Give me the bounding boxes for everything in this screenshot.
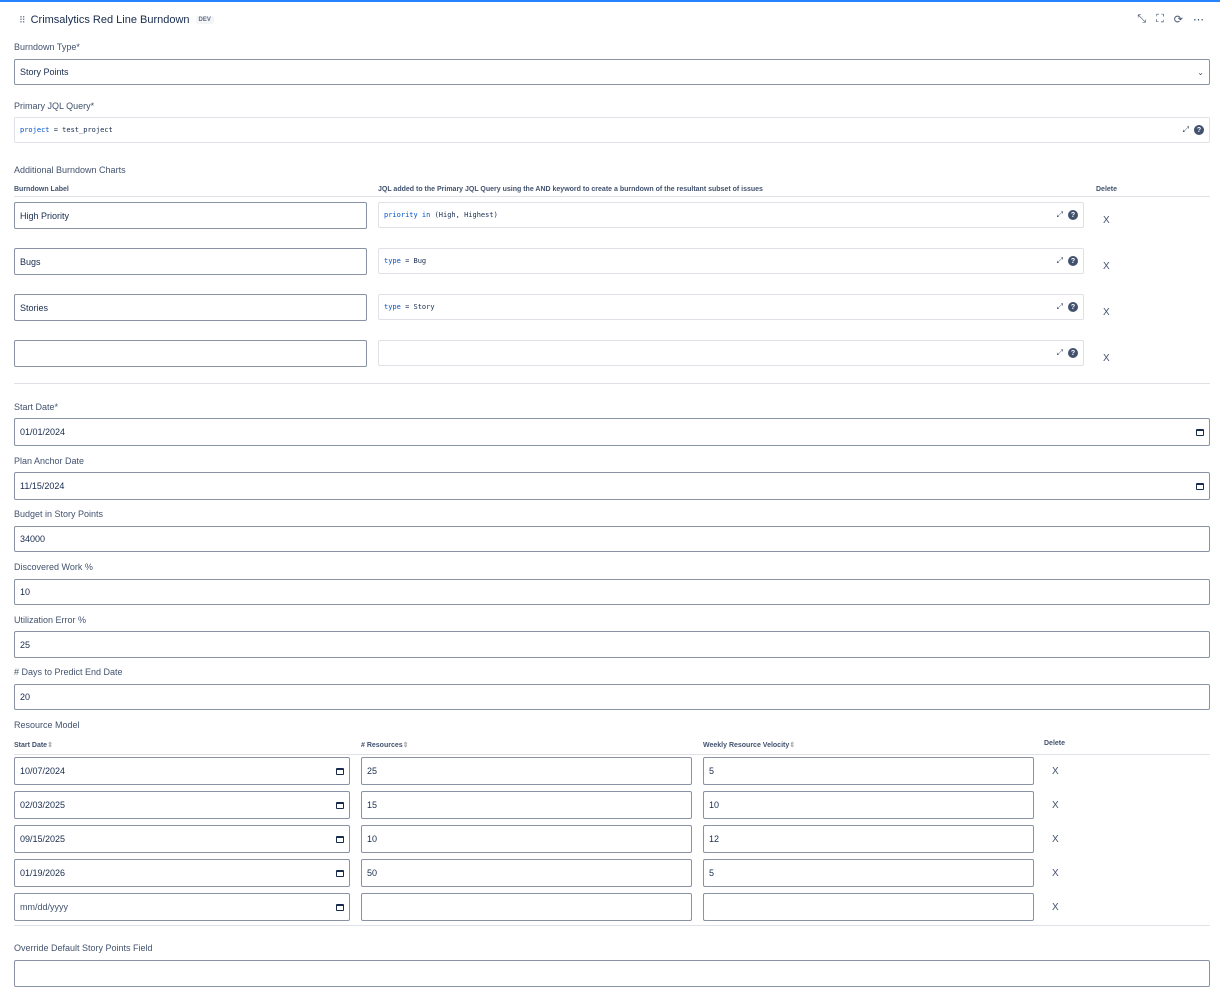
utilization-input[interactable]: 25: [14, 631, 1210, 658]
calendar-icon[interactable]: [1196, 482, 1204, 490]
plan_anchor-label: Plan Anchor Date: [14, 456, 85, 466]
override-input[interactable]: [14, 960, 1210, 987]
burndown-jql-input[interactable]: type = Bug ⤢?: [378, 248, 1084, 274]
divider: [14, 754, 1210, 755]
expand-icon[interactable]: ⤢: [1056, 256, 1063, 265]
env-badge: DEV: [195, 16, 214, 24]
velocity-input[interactable]: 12: [703, 825, 1034, 853]
col-burndown-label: Burndown Label: [14, 186, 69, 193]
divider: [14, 383, 1210, 384]
discovered-input[interactable]: 10: [14, 579, 1210, 605]
help-icon[interactable]: ?: [1194, 125, 1204, 135]
budget-input[interactable]: 34000: [14, 526, 1210, 552]
days-input[interactable]: 20: [14, 684, 1210, 710]
jql-keyword: project: [20, 126, 50, 134]
calendar-icon[interactable]: [336, 869, 344, 877]
burndown-jql-input[interactable]: priority in (High, Highest) ⤢?: [378, 202, 1084, 228]
delete-row-button[interactable]: X: [1103, 261, 1110, 272]
burndown-label-input[interactable]: High Priority: [14, 202, 367, 229]
resources-input[interactable]: 15: [361, 791, 692, 819]
calendar-icon[interactable]: [336, 835, 344, 843]
start_date-label: Start Date*: [14, 402, 59, 412]
sort-icon: ⇕: [402, 742, 409, 749]
delete-row-button[interactable]: X: [1052, 868, 1059, 879]
delete-row-button[interactable]: X: [1103, 215, 1110, 226]
velocity-input[interactable]: 5: [703, 859, 1034, 887]
days-label: # Days to Predict End Date: [14, 667, 123, 677]
calendar-icon[interactable]: [336, 801, 344, 809]
resource-start-date-input[interactable]: 02/03/2025: [14, 791, 350, 819]
divider: [14, 925, 1210, 926]
resources-input[interactable]: 25: [361, 757, 692, 785]
resource-start-date-input[interactable]: 09/15/2025: [14, 825, 350, 853]
velocity-input[interactable]: [703, 893, 1034, 921]
burndown-type-label: Burndown Type*: [14, 42, 80, 52]
jql-text: = test_project: [49, 126, 113, 134]
delete-row-button[interactable]: X: [1052, 766, 1059, 777]
delete-row-button[interactable]: X: [1103, 307, 1110, 318]
delete-row-button[interactable]: X: [1052, 834, 1059, 845]
calendar-icon[interactable]: [336, 767, 344, 775]
header-toolbar: ⤡ ⛶ ⟳ ⋯: [1137, 13, 1204, 26]
resource-start-date-input[interactable]: mm/dd/yyyy: [14, 893, 350, 921]
calendar-icon[interactable]: [1196, 428, 1204, 436]
discovered-label: Discovered Work %: [14, 562, 93, 572]
plan_anchor-input[interactable]: 11/15/2024: [14, 472, 1210, 500]
calendar-icon[interactable]: [336, 903, 344, 911]
burndown-jql-input[interactable]: type = Story ⤢?: [378, 294, 1084, 320]
chevron-down-icon: ⌄: [1197, 67, 1204, 77]
col-resources[interactable]: # Resources⇕: [361, 742, 409, 749]
override-label: Override Default Story Points Field: [14, 943, 153, 953]
velocity-input[interactable]: 5: [703, 757, 1034, 785]
help-icon[interactable]: ?: [1068, 256, 1078, 266]
panel-title: Crimsalytics Red Line Burndown: [30, 14, 190, 26]
col-delete: Delete: [1096, 186, 1118, 193]
velocity-input[interactable]: 10: [703, 791, 1034, 819]
primary-jql-label: Primary JQL Query*: [14, 101, 95, 111]
burndown-type-select[interactable]: Story Points ⌄: [14, 59, 1210, 85]
resources-input[interactable]: [361, 893, 692, 921]
budget-label: Budget in Story Points: [14, 509, 104, 519]
delete-row-button[interactable]: X: [1103, 353, 1110, 364]
drag-handle-icon[interactable]: ⠿: [19, 14, 26, 25]
burndown-jql-input[interactable]: ⤢?: [378, 340, 1084, 366]
delete-row-button[interactable]: X: [1052, 902, 1059, 913]
resources-input[interactable]: 50: [361, 859, 692, 887]
col-velocity[interactable]: Weekly Resource Velocity⇕: [703, 742, 796, 749]
sort-icon: ⇕: [47, 742, 53, 749]
refresh-icon[interactable]: ⟳: [1173, 14, 1183, 26]
resource-start-date-input[interactable]: 10/07/2024: [14, 757, 350, 785]
resource-model-label: Resource Model: [14, 720, 80, 730]
col-jql: JQL added to the Primary JQL Query using…: [378, 186, 763, 193]
burndown-type-value: Story Points: [20, 67, 69, 77]
fullscreen-icon[interactable]: ⛶: [1156, 13, 1164, 25]
col-start-date[interactable]: Start Date⇕: [14, 742, 53, 749]
help-icon[interactable]: ?: [1068, 348, 1078, 358]
burndown-label-input[interactable]: [14, 340, 367, 367]
top-accent-bar: [0, 0, 1220, 2]
minimize-icon[interactable]: ⤡: [1137, 13, 1147, 25]
divider: [14, 196, 1210, 197]
start_date-input[interactable]: 01/01/2024: [14, 418, 1210, 446]
help-icon[interactable]: ?: [1068, 302, 1078, 312]
utilization-label: Utilization Error %: [14, 615, 87, 625]
expand-icon[interactable]: ⤢: [1056, 302, 1063, 311]
panel-header: ⠿ Crimsalytics Red Line Burndown DEV: [19, 14, 214, 26]
expand-icon[interactable]: ⤢: [1056, 210, 1063, 219]
help-icon[interactable]: ?: [1068, 210, 1078, 220]
primary-jql-input[interactable]: project = test_project ⤢?: [14, 117, 1210, 143]
more-icon[interactable]: ⋯: [1193, 14, 1204, 26]
additional-charts-label: Additional Burndown Charts: [14, 165, 126, 175]
burndown-label-input[interactable]: Bugs: [14, 248, 367, 275]
sort-icon: ⇕: [789, 742, 796, 749]
burndown-label-input[interactable]: Stories: [14, 294, 367, 321]
resources-input[interactable]: 10: [361, 825, 692, 853]
expand-icon[interactable]: ⤢: [1182, 125, 1189, 134]
col-delete: Delete: [1044, 740, 1066, 747]
resource-start-date-input[interactable]: 01/19/2026: [14, 859, 350, 887]
expand-icon[interactable]: ⤢: [1056, 348, 1063, 357]
delete-row-button[interactable]: X: [1052, 800, 1059, 811]
